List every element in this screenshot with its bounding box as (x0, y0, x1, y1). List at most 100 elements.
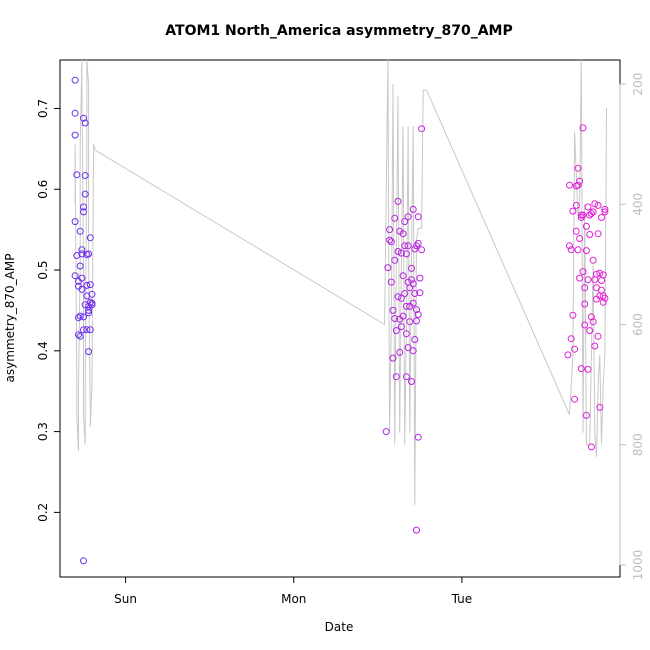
data-point (387, 278, 395, 286)
data-point (594, 230, 602, 238)
y-tick-label: 0.2 (36, 503, 50, 522)
data-point (418, 125, 426, 133)
data-point (71, 109, 79, 117)
data-point (73, 171, 81, 179)
data-point (414, 213, 422, 221)
data-point (594, 201, 602, 209)
series-line (74, 59, 607, 505)
y-tick-label: 0.4 (36, 341, 50, 360)
data-point (397, 294, 405, 302)
data-point (418, 246, 426, 254)
data-point (577, 365, 585, 373)
y2-tick-label: 400 (631, 193, 645, 216)
data-point (589, 318, 597, 326)
data-point (413, 317, 420, 325)
data-point (81, 172, 89, 179)
data-point (582, 411, 590, 419)
data-point (409, 299, 417, 307)
data-point (85, 250, 93, 258)
data-point (579, 211, 587, 219)
data-point (81, 190, 89, 198)
data-point (601, 294, 609, 302)
y-tick-label: 0.7 (36, 99, 50, 118)
x-tick-label: Tue (451, 592, 473, 606)
data-point (391, 214, 399, 222)
data-point (587, 313, 595, 321)
data-point (579, 124, 587, 132)
data-point (392, 327, 400, 335)
data-point (569, 207, 577, 215)
data-point (80, 203, 87, 211)
data-point (88, 290, 96, 298)
data-point (86, 326, 94, 334)
data-point (584, 276, 592, 284)
data-point (81, 119, 89, 127)
data-point (85, 348, 93, 356)
data-point (404, 242, 412, 250)
data-point (574, 246, 582, 254)
y-axis-label: asymmetry_870_AMP (3, 254, 17, 383)
data-point (589, 256, 597, 264)
data-point (408, 276, 415, 284)
data-point (88, 299, 96, 307)
data-point (598, 277, 605, 284)
data-point (414, 239, 422, 247)
data-point (76, 332, 84, 340)
data-point (406, 318, 414, 326)
data-point (78, 285, 86, 293)
data-point (401, 290, 409, 297)
data-point (409, 205, 417, 213)
data-point (411, 290, 419, 297)
data-point (584, 365, 592, 373)
chart-title: ATOM1 North_America asymmetry_870_AMP (165, 23, 512, 39)
x-tick-label: Sun (114, 592, 137, 606)
data-point (392, 373, 400, 381)
y2-tick-label: 600 (631, 313, 645, 336)
y-tick-label: 0.5 (36, 260, 50, 279)
x-tick-label: Mon (281, 592, 306, 606)
data-point (408, 378, 415, 385)
data-point (399, 312, 407, 320)
data-point (401, 218, 409, 226)
data-point (83, 281, 91, 289)
axes: Sun Mon Tue 0.2 0.3 0.4 0.5 0.6 0.7 200 400 600 800 1… (36, 73, 645, 606)
data-point (404, 344, 412, 352)
data-point (391, 256, 399, 264)
data-point (71, 131, 79, 139)
data-point (389, 354, 397, 362)
data-point (402, 250, 410, 258)
data-point (409, 347, 417, 355)
data-point (408, 264, 415, 272)
data-point (416, 274, 424, 282)
data-point (581, 300, 589, 308)
data-point (394, 248, 402, 255)
y-tick-label: 0.6 (36, 180, 50, 199)
data-point (587, 443, 595, 451)
data-point (596, 403, 604, 411)
data-point (76, 227, 84, 235)
data-point (85, 306, 93, 314)
data-point (71, 272, 79, 280)
data-point (78, 246, 86, 254)
data-point (382, 428, 390, 436)
data-point (576, 235, 584, 242)
data-point (386, 226, 394, 234)
data-point (596, 269, 604, 277)
data-point (576, 177, 584, 185)
data-point (411, 336, 419, 343)
data-point (584, 203, 592, 211)
data-point (566, 242, 573, 250)
data-point (409, 280, 417, 288)
data-point (586, 231, 594, 238)
data-point (567, 246, 575, 254)
data-point (404, 213, 412, 221)
data-point (579, 268, 587, 276)
data-point (598, 286, 605, 294)
data-point (71, 76, 79, 84)
data-point (71, 218, 79, 226)
data-point (399, 272, 407, 280)
data-point (571, 395, 579, 403)
data-point (389, 306, 397, 314)
data-point (593, 270, 600, 278)
data-point (572, 201, 580, 209)
